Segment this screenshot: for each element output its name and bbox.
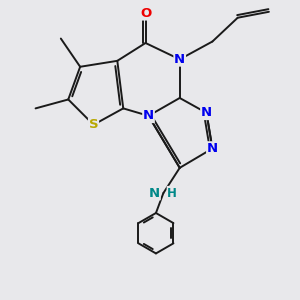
Text: S: S <box>89 118 98 131</box>
Text: N: N <box>143 109 154 122</box>
Text: N: N <box>174 53 185 66</box>
Text: H: H <box>167 187 177 200</box>
Text: N: N <box>149 187 160 200</box>
Text: N: N <box>201 106 212 119</box>
Text: N: N <box>207 142 218 155</box>
Text: O: O <box>140 7 151 20</box>
